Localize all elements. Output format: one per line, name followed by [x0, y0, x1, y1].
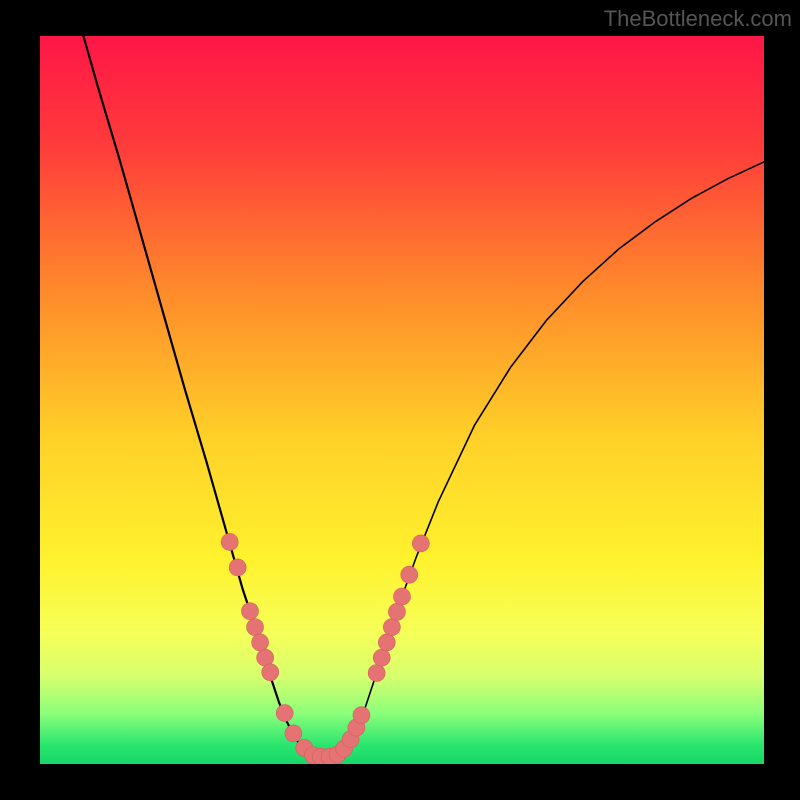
marker-dot — [276, 705, 293, 722]
marker-dot — [241, 603, 258, 620]
marker-dot — [221, 533, 238, 550]
marker-dot — [262, 664, 279, 681]
marker-dot — [368, 665, 385, 682]
marker-dot — [353, 707, 370, 724]
watermark-text: TheBottleneck.com — [604, 6, 792, 32]
marker-dot — [247, 619, 264, 636]
chart-stage: TheBottleneck.com — [0, 0, 800, 800]
plot-svg — [40, 36, 764, 764]
plot-area — [40, 36, 764, 764]
marker-dot — [373, 649, 390, 666]
gradient-background — [40, 36, 764, 764]
marker-dot — [252, 634, 269, 651]
marker-dot — [401, 566, 418, 583]
marker-dot — [285, 725, 302, 742]
marker-dot — [412, 535, 429, 552]
marker-dot — [229, 559, 246, 576]
marker-dot — [388, 603, 405, 620]
marker-dot — [378, 634, 395, 651]
marker-dot — [383, 619, 400, 636]
marker-dot — [394, 588, 411, 605]
